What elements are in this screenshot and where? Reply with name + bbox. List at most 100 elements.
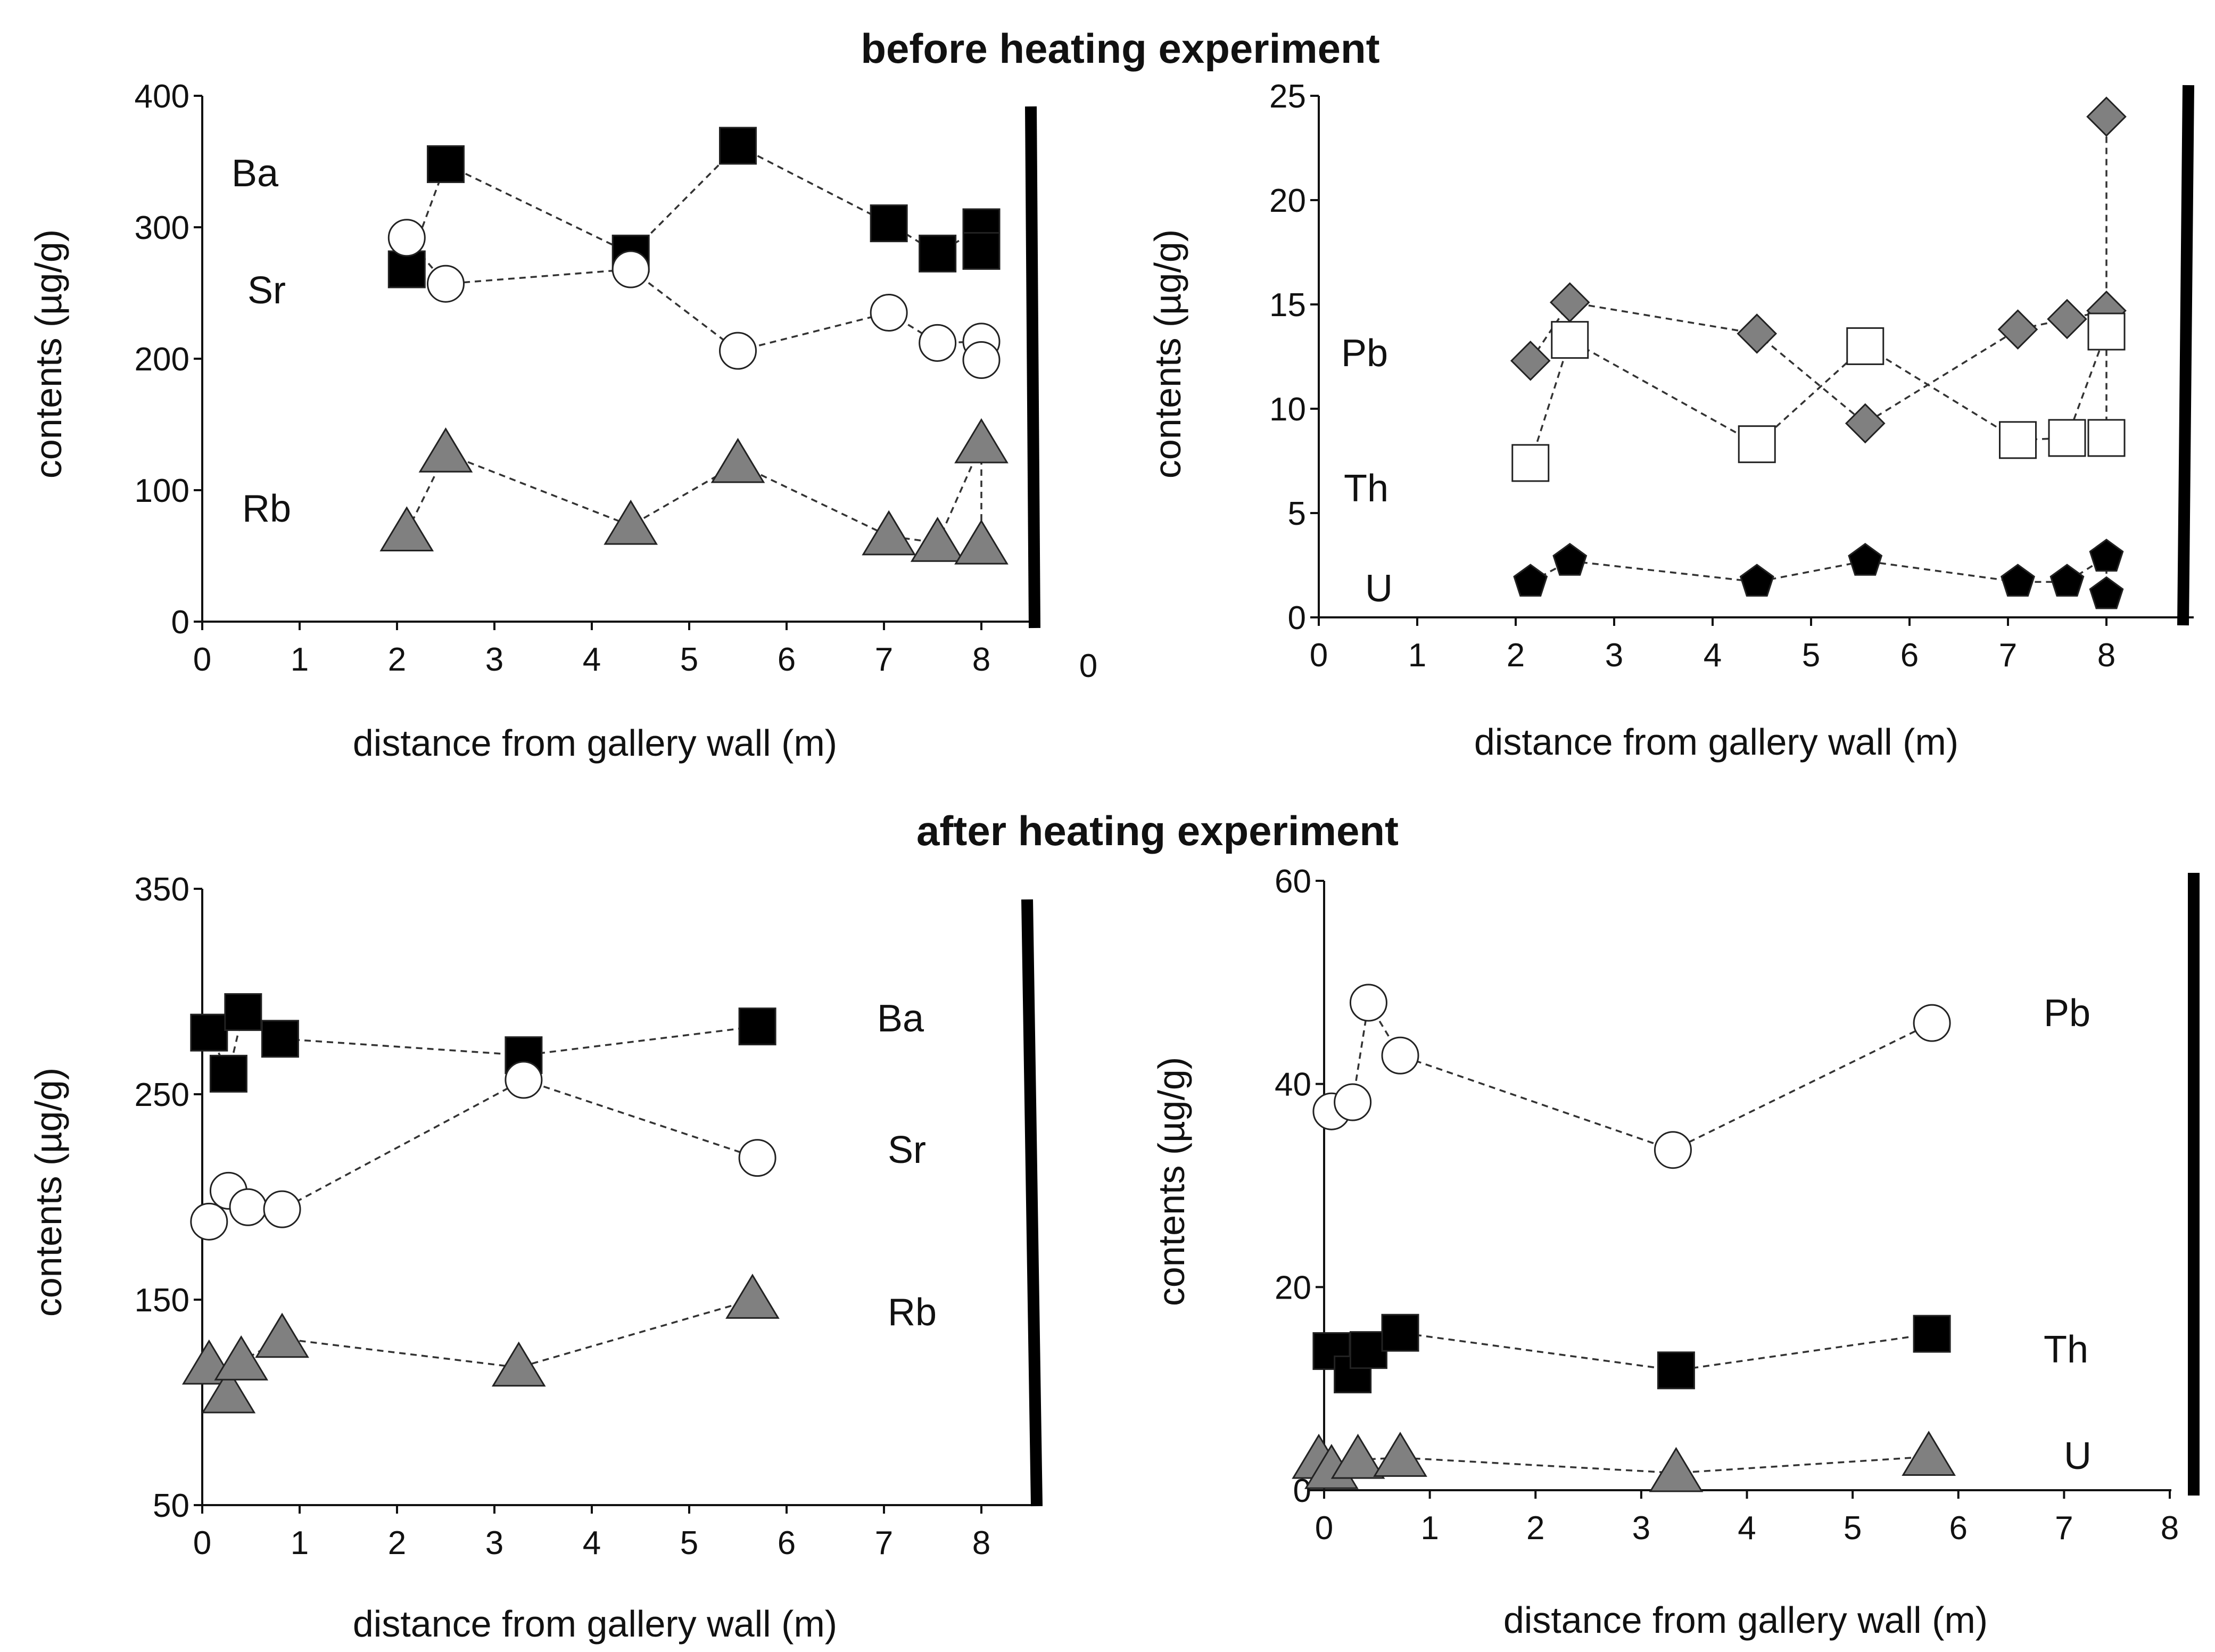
x-tick-label: 5 <box>1844 1510 1862 1547</box>
x-tick-label: 4 <box>1738 1510 1756 1547</box>
x-axis-title: distance from gallery wall (m) <box>1503 1599 1988 1641</box>
x-axis-title: distance from gallery wall (m) <box>353 722 837 764</box>
data-point-u <box>1649 1447 1704 1492</box>
x-tick-label: 2 <box>388 641 406 678</box>
data-point-u <box>1552 543 1588 576</box>
y-tick-label: 5 <box>1288 495 1306 532</box>
x-tick-label: 2 <box>1507 637 1525 674</box>
data-point-rb <box>710 437 765 483</box>
data-point-rb <box>491 1341 546 1387</box>
data-point-th <box>2087 312 2126 351</box>
data-point-th <box>1381 1314 1419 1352</box>
data-point-sr <box>611 250 650 288</box>
series-label-u: U <box>1365 567 1393 610</box>
x-tick-label: 6 <box>778 641 796 678</box>
x-tick-label: 4 <box>1704 637 1722 674</box>
data-point-pb <box>1845 403 1886 444</box>
data-point-rb <box>255 1312 309 1358</box>
chart-before-pb-th-u: 0 5 10 15 20 25 0 1 2 3 4 5 6 7 8 distance from galler… <box>1147 78 2194 763</box>
series-line-th <box>1330 1332 1932 1376</box>
data-point-sr <box>919 324 957 362</box>
series-label-pb: Pb <box>2044 992 2090 1035</box>
connector-lines <box>1318 1000 1932 1474</box>
y-axis-title: contents (µg/g) <box>1151 1057 1192 1306</box>
data-point-pb <box>1737 313 1778 354</box>
x-tick-label: 8 <box>2097 637 2115 674</box>
data-point-ba <box>190 1013 228 1052</box>
marker-group <box>379 127 1009 565</box>
y-tick-label: 0 <box>1288 600 1306 637</box>
chart-before-ba-sr-rb: 0 100 200 300 400 0 1 2 3 4 5 6 7 8 0 distance from g… <box>28 78 1097 764</box>
gallery-wall-marker <box>1025 106 1040 629</box>
y-tick-label: 40 <box>1275 1067 1311 1103</box>
marker-group <box>181 993 780 1414</box>
y-tick-label: 50 <box>153 1488 189 1524</box>
x-tick-label: 7 <box>875 1525 893 1562</box>
data-point-sr <box>229 1188 267 1226</box>
y-axis-title: contents (µg/g) <box>28 1068 69 1317</box>
x-tick-label: 3 <box>485 641 503 678</box>
tick-group: 50 150 250 350 0 1 2 3 4 5 6 7 8 <box>135 871 991 1562</box>
data-point-u <box>2001 564 2035 597</box>
data-point-sr <box>263 1190 301 1228</box>
data-point-pb <box>1349 984 1387 1022</box>
y-tick-label: 25 <box>1269 78 1306 115</box>
data-point-u <box>1848 543 1883 576</box>
data-point-sr <box>870 294 908 332</box>
data-point-sr <box>719 332 757 370</box>
data-point-th <box>1738 425 1776 464</box>
series-label-pb: Pb <box>1341 332 1388 375</box>
x-tick-label: 3 <box>485 1525 503 1562</box>
data-point-u <box>2049 564 2085 597</box>
data-point-ba <box>427 145 465 183</box>
x-tick-label: 8 <box>2161 1510 2179 1547</box>
y-tick-label: 60 <box>1275 863 1311 900</box>
data-point-ba <box>919 234 957 272</box>
y-tick-label: 20 <box>1275 1269 1311 1306</box>
title-before: before heating experiment <box>861 25 1379 72</box>
data-point-pb <box>1997 309 2038 350</box>
series-label-ba: Ba <box>232 152 279 195</box>
x-tick-label: 1 <box>291 641 309 678</box>
data-point-u <box>1373 1432 1427 1477</box>
series-label-u: U <box>2064 1435 2092 1477</box>
data-point-pb <box>1381 1036 1419 1075</box>
marker-group <box>1292 984 1956 1492</box>
data-point-sr <box>427 265 465 303</box>
series-label-th: Th <box>2044 1328 2088 1371</box>
y-axis-title: contents (µg/g) <box>28 229 69 478</box>
data-point-u <box>1513 564 1548 597</box>
x-tick-label: 5 <box>680 1525 698 1562</box>
data-point-rb <box>604 499 658 545</box>
data-point-rb <box>910 516 965 562</box>
data-point-u <box>1330 1433 1385 1479</box>
data-point-rb <box>725 1274 780 1319</box>
data-point-ba <box>719 127 757 165</box>
data-point-sr <box>190 1202 228 1241</box>
data-point-pb <box>1913 1004 1951 1042</box>
data-point-pb <box>1549 282 1590 323</box>
tick-group: 0 5 10 15 20 25 0 1 2 3 4 5 6 7 8 <box>1269 78 2115 674</box>
chart-after-ba-sr-rb: 50 150 250 350 0 1 2 3 4 5 6 7 8 distance from galle… <box>28 871 1043 1645</box>
gallery-wall-marker <box>2177 85 2194 626</box>
data-point-rb <box>862 510 916 556</box>
x-tick-label: 6 <box>778 1525 796 1562</box>
x-tick-label: 7 <box>1999 637 2017 674</box>
series-label-sr: Sr <box>247 269 286 312</box>
x-tick-label: 5 <box>680 641 698 678</box>
x-tick-label: 5 <box>1802 637 1820 674</box>
data-point-th <box>1511 444 1550 482</box>
x-tick-label: 0 <box>193 641 211 678</box>
data-point-ba <box>870 204 908 243</box>
y-axis-title: contents (µg/g) <box>1147 229 1188 478</box>
x-axis-title: distance from gallery wall (m) <box>1474 721 1958 763</box>
y-tick-label: 0 <box>171 604 189 641</box>
y-tick-label: 400 <box>135 78 189 115</box>
data-point-sr <box>505 1061 543 1099</box>
x-tick-label: 0 <box>193 1525 211 1562</box>
marker-group <box>1510 96 2127 609</box>
data-point-pb <box>1334 1083 1372 1121</box>
title-after: after heating experiment <box>916 807 1399 854</box>
